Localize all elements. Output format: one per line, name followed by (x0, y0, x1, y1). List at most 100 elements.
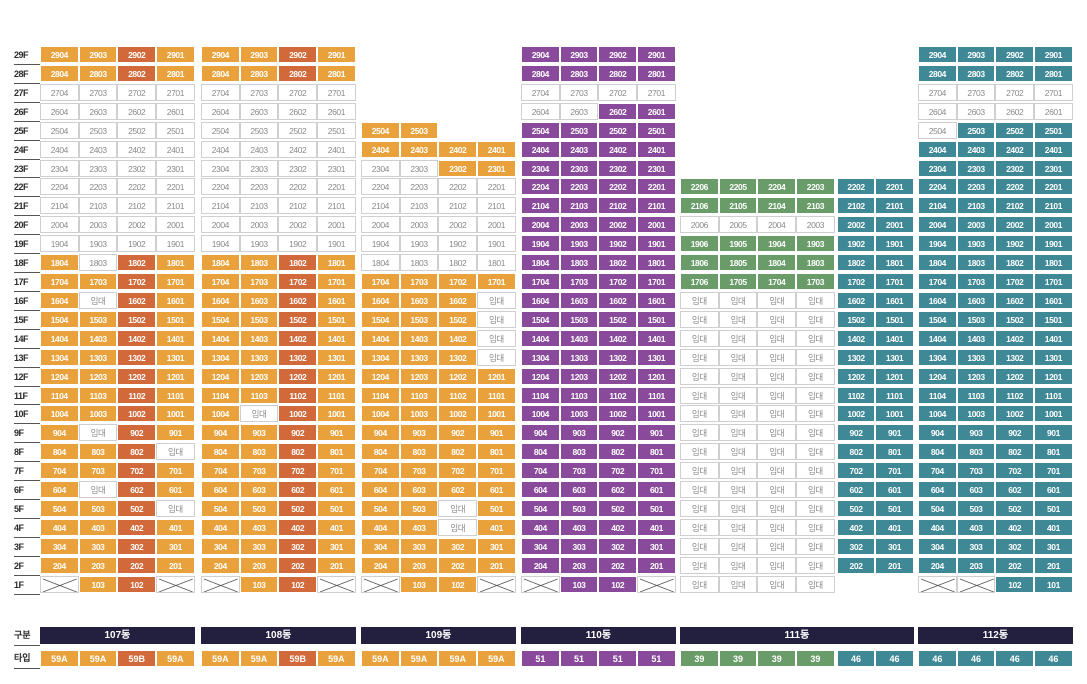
unit-cell: 302 (995, 537, 1035, 555)
unit-cell-empty: 임대 (438, 519, 478, 536)
unit-cell-empty: 1901 (477, 235, 516, 253)
unit-cell: 504 (521, 500, 560, 518)
unit-cell-empty: 2501 (317, 121, 356, 139)
unit-cell: 803 (239, 443, 279, 461)
unit-cell: 2403 (399, 140, 439, 158)
unit-cell: 1703 (78, 273, 118, 291)
unit-cell: 1601 (156, 291, 195, 309)
unit-cell: 1201 (637, 367, 676, 385)
unit-cell-empty: 임대 (718, 500, 758, 518)
unit-cell: 502 (598, 500, 638, 518)
floor-divider (14, 574, 40, 576)
unit-cell: 1303 (559, 348, 599, 366)
unit-cell-empty: 2304 (40, 159, 79, 177)
floor-divider (14, 536, 40, 538)
unit-cell: 1402 (995, 329, 1035, 347)
type-cell: 51 (637, 650, 676, 667)
unit-cell: 1501 (637, 310, 676, 328)
unit-cell: 604 (521, 481, 560, 499)
type-cell: 46 (918, 650, 957, 667)
unit-cell: 704 (361, 462, 400, 480)
unit-cell-empty: 2402 (278, 140, 318, 158)
unit-cell: 1604 (361, 291, 400, 309)
unit-cell-empty: 1903 (78, 235, 118, 253)
unit-cell: 1601 (875, 291, 914, 309)
floor-divider (14, 461, 40, 463)
unit-cell: 403 (399, 519, 439, 536)
unit-cell-empty: 2103 (239, 197, 279, 215)
unit-cell: 2802 (995, 64, 1035, 82)
unit-cell: 1703 (239, 273, 279, 291)
unit-cell: 1803 (239, 254, 279, 272)
type-cell: 46 (875, 650, 914, 667)
unit-cell: 1501 (156, 310, 195, 328)
unit-cell: 2302 (995, 159, 1035, 177)
type-cell: 59A (156, 650, 195, 667)
unit-cell-empty: 임대 (680, 556, 719, 574)
unit-cell: 1703 (559, 273, 599, 291)
unit-cell-empty: 2002 (438, 216, 478, 234)
unit-cell: 1601 (1034, 291, 1073, 309)
unit-cell: 2301 (477, 159, 516, 177)
unit-cell: 1303 (956, 348, 996, 366)
unit-cell: 2502 (995, 121, 1035, 139)
unit-cell-empty: 임대 (796, 556, 835, 574)
type-cell: 51 (521, 650, 560, 667)
unit-cell: 101 (1034, 575, 1073, 593)
unit-cell: 2804 (40, 64, 79, 82)
floor-divider (14, 328, 40, 330)
floor-divider (14, 234, 40, 236)
unit-cell: 1003 (956, 405, 996, 423)
unit-cell: 1101 (875, 386, 914, 404)
unit-cell: 1604 (40, 291, 79, 309)
unit-cell: 1701 (875, 273, 914, 291)
unit-cell-empty: 임대 (796, 424, 835, 442)
unit-cell: 201 (156, 556, 195, 574)
unit-cell: 2102 (836, 197, 876, 215)
unit-cell: 701 (156, 462, 195, 480)
unit-cell: 1303 (78, 348, 118, 366)
unit-cell: 1402 (598, 329, 638, 347)
unit-cell: 1203 (559, 367, 599, 385)
unit-cell: 2301 (1034, 159, 1073, 177)
unit-cell: 801 (637, 443, 676, 461)
unit-cell: 504 (361, 500, 400, 518)
unit-cell: 904 (40, 424, 79, 442)
unit-cell: 1602 (438, 291, 478, 309)
unit-cell: 702 (278, 462, 318, 480)
unit-cell-empty: 2301 (156, 159, 195, 177)
unit-cell: 1004 (521, 405, 560, 423)
unit-cell-empty: 임대 (796, 537, 835, 555)
unit-cell: 203 (559, 556, 599, 574)
unit-cell: 602 (836, 481, 876, 499)
floor-divider (14, 82, 40, 84)
unit-cell: 901 (156, 424, 195, 442)
floor-divider (14, 404, 40, 406)
unit-cell: 1204 (521, 367, 560, 385)
building-name: 108동 (201, 627, 356, 644)
unit-cell: 601 (317, 481, 356, 499)
unit-cell-empty: 임대 (757, 481, 797, 499)
empty-cell (521, 575, 560, 593)
unit-cell-empty: 2003 (239, 216, 279, 234)
unit-cell-empty: 임대 (718, 329, 758, 347)
unit-cell: 1002 (995, 405, 1035, 423)
unit-cell-empty: 임대 (796, 291, 835, 309)
unit-cell: 401 (317, 519, 356, 536)
unit-cell: 1504 (201, 310, 240, 328)
unit-cell: 1202 (117, 367, 157, 385)
unit-cell: 804 (361, 443, 400, 461)
unit-cell: 704 (40, 462, 79, 480)
floor-divider (14, 347, 40, 349)
unit-cell: 1503 (399, 310, 439, 328)
unit-cell: 1603 (956, 291, 996, 309)
unit-cell: 401 (875, 519, 914, 536)
unit-cell: 2101 (875, 197, 914, 215)
unit-cell-empty: 임대 (239, 405, 279, 423)
unit-cell: 901 (477, 424, 516, 442)
unit-cell: 1103 (78, 386, 118, 404)
unit-cell-empty: 2403 (239, 140, 279, 158)
unit-cell: 301 (317, 537, 356, 555)
unit-cell: 1104 (361, 386, 400, 404)
unit-cell: 1503 (78, 310, 118, 328)
